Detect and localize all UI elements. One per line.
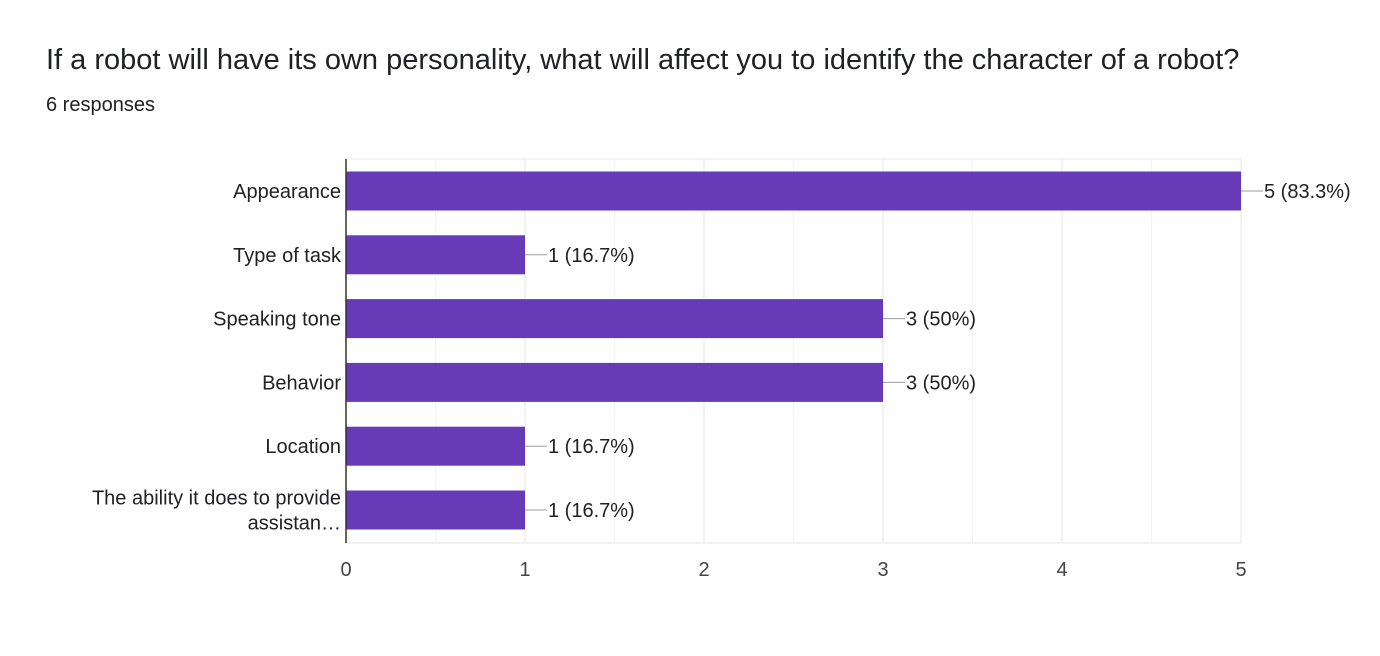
data-label: 3 (50%) [906, 372, 976, 394]
category-label: The ability it does to provide [92, 488, 341, 510]
category-label: Type of task [233, 245, 342, 267]
question-title: If a robot will have its own personality… [46, 44, 1240, 76]
bar [346, 235, 525, 275]
bar [346, 362, 883, 402]
category-label: Location [265, 436, 341, 458]
x-tick-label: 1 [519, 559, 530, 581]
data-label: 1 (16.7%) [548, 245, 635, 267]
category-label: assistan… [248, 513, 341, 535]
category-label: Speaking tone [213, 309, 341, 331]
data-label: 3 (50%) [906, 309, 976, 331]
bar [346, 299, 883, 339]
category-label: Behavior [262, 372, 341, 394]
bar [346, 490, 525, 530]
x-tick-label: 3 [877, 559, 888, 581]
x-tick-label: 5 [1235, 559, 1246, 581]
response-count: 6 responses [46, 94, 155, 116]
bar [346, 171, 1241, 211]
x-tick-label: 4 [1056, 559, 1067, 581]
data-label: 5 (83.3%) [1264, 181, 1351, 203]
bar [346, 426, 525, 466]
x-tick-label: 2 [698, 559, 709, 581]
data-label: 1 (16.7%) [548, 500, 635, 522]
data-label: 1 (16.7%) [548, 436, 635, 458]
category-label: Appearance [233, 181, 341, 203]
x-tick-label: 0 [340, 559, 351, 581]
